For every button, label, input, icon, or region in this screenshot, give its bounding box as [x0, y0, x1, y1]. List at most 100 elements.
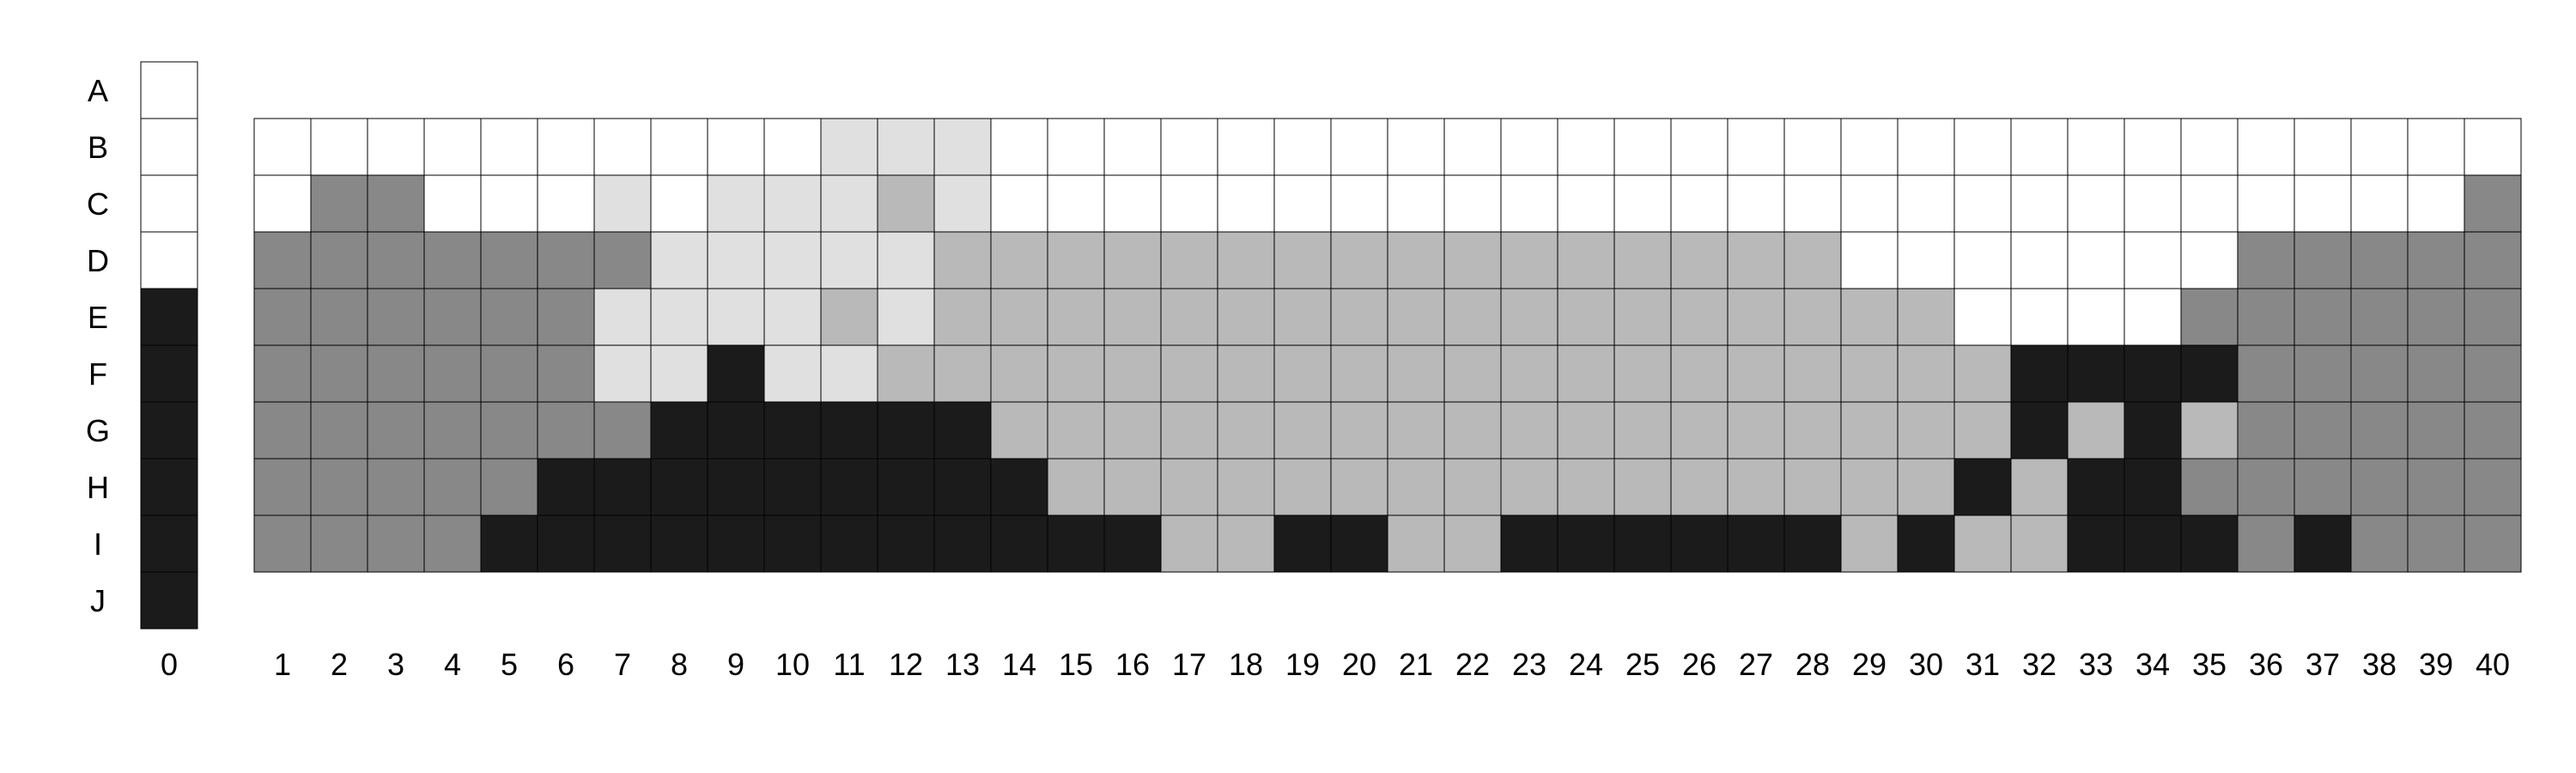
grid-cell-d-13 [933, 231, 992, 289]
grid-cell-f-36 [2237, 344, 2295, 403]
grid-cell-f-19 [1273, 344, 1332, 403]
grid-cell-e-21 [1387, 288, 1445, 346]
col-label-34: 34 [2136, 647, 2170, 682]
grid-cell-h-5 [480, 458, 538, 516]
grid-cell-e-25 [1613, 288, 1672, 346]
grid-cell-h-33 [2067, 458, 2125, 516]
grid-cell-c-31 [1953, 174, 2012, 233]
grid-cell-f-23 [1500, 344, 1558, 403]
grid-cell-e-4 [423, 288, 482, 346]
grid-cell-c-14 [990, 174, 1048, 233]
grid-cell-d-39 [2407, 231, 2465, 289]
grid-cell-g-16 [1103, 401, 1162, 460]
grid-cell-b-33 [2067, 118, 2125, 176]
grid-cell-g-31 [1953, 401, 2012, 460]
grid-cell-f-38 [2350, 344, 2409, 403]
grid-cell-i-25 [1613, 514, 1672, 573]
col-label-7: 7 [614, 647, 631, 682]
grid-cell-d-36 [2237, 231, 2295, 289]
grid-cell-h-37 [2293, 458, 2352, 516]
grid-cell-d-38 [2350, 231, 2409, 289]
grid-cell-i-9 [707, 514, 765, 573]
grid-cell-d-29 [1840, 231, 1899, 289]
grid-cell-c-9 [707, 174, 765, 233]
col-label-8: 8 [671, 647, 688, 682]
grid-cell-b-9 [707, 118, 765, 176]
legend-cell-f [140, 344, 198, 403]
legend-cell-g [140, 401, 198, 460]
legend-cell-e [140, 288, 198, 346]
grid-cell-b-23 [1500, 118, 1558, 176]
grid-cell-g-34 [2123, 401, 2182, 460]
grid-cell-c-11 [820, 174, 878, 233]
grid-cell-e-11 [820, 288, 878, 346]
grid-cell-f-26 [1670, 344, 1728, 403]
grid-cell-e-20 [1330, 288, 1388, 346]
grid-cell-h-28 [1783, 458, 1842, 516]
grid-cell-d-19 [1273, 231, 1332, 289]
grid-cell-b-37 [2293, 118, 2352, 176]
grid-cell-c-12 [877, 174, 935, 233]
grid-cell-g-27 [1727, 401, 1785, 460]
grid-cell-d-37 [2293, 231, 2352, 289]
grid-cell-e-31 [1953, 288, 2012, 346]
grid-cell-c-1 [253, 174, 312, 233]
grid-cell-i-37 [2293, 514, 2352, 573]
grid-cell-h-36 [2237, 458, 2295, 516]
col-label-12: 12 [889, 647, 923, 682]
grid-cell-h-29 [1840, 458, 1899, 516]
grid-cell-c-38 [2350, 174, 2409, 233]
grid-cell-b-6 [537, 118, 595, 176]
grid-cell-h-35 [2180, 458, 2239, 516]
grid-cell-h-24 [1557, 458, 1615, 516]
col-label-17: 17 [1172, 647, 1206, 682]
grid-cell-d-17 [1160, 231, 1218, 289]
grid-cell-d-2 [310, 231, 368, 289]
col-label-11: 11 [833, 647, 865, 682]
grid-cell-c-39 [2407, 174, 2465, 233]
grid-cell-c-20 [1330, 174, 1388, 233]
grid-cell-d-15 [1047, 231, 1105, 289]
grid-cell-b-2 [310, 118, 368, 176]
grid-cell-e-28 [1783, 288, 1842, 346]
grid-cell-f-5 [480, 344, 538, 403]
grid-cell-c-19 [1273, 174, 1332, 233]
grid-cell-i-21 [1387, 514, 1445, 573]
grid-cell-f-1 [253, 344, 312, 403]
grid-cell-f-30 [1897, 344, 1955, 403]
grid-cell-g-40 [2464, 401, 2522, 460]
grid-cell-g-7 [593, 401, 652, 460]
grid-cell-b-10 [763, 118, 822, 176]
legend-column [140, 61, 198, 630]
grid-cell-d-8 [650, 231, 708, 289]
grid-cell-e-32 [2010, 288, 2069, 346]
grid-cell-h-32 [2010, 458, 2069, 516]
col-label-19: 19 [1285, 647, 1320, 682]
grid-cell-g-8 [650, 401, 708, 460]
grid-cell-b-1 [253, 118, 312, 176]
grid-cell-b-7 [593, 118, 652, 176]
grid-cell-g-5 [480, 401, 538, 460]
grid-cell-c-34 [2123, 174, 2182, 233]
grid-cell-d-32 [2010, 231, 2069, 289]
row-label-f: F [88, 356, 107, 392]
grid-cell-h-11 [820, 458, 878, 516]
grid-cell-b-22 [1443, 118, 1502, 176]
grid-cell-b-15 [1047, 118, 1105, 176]
grid-cell-i-27 [1727, 514, 1785, 573]
grid-cell-i-19 [1273, 514, 1332, 573]
grid-cell-f-29 [1840, 344, 1899, 403]
grid-cell-b-28 [1783, 118, 1842, 176]
grid-cell-g-19 [1273, 401, 1332, 460]
col-label-5: 5 [501, 647, 518, 682]
grid-cell-i-11 [820, 514, 878, 573]
grid-cell-e-7 [593, 288, 652, 346]
grid-cell-b-4 [423, 118, 482, 176]
grid-cell-h-15 [1047, 458, 1105, 516]
grid-cell-b-24 [1557, 118, 1615, 176]
row-label-j: J [90, 583, 106, 618]
grid-cell-g-23 [1500, 401, 1558, 460]
grid-cell-d-24 [1557, 231, 1615, 289]
col-label-14: 14 [1002, 647, 1036, 682]
col-label-22: 22 [1455, 647, 1490, 682]
